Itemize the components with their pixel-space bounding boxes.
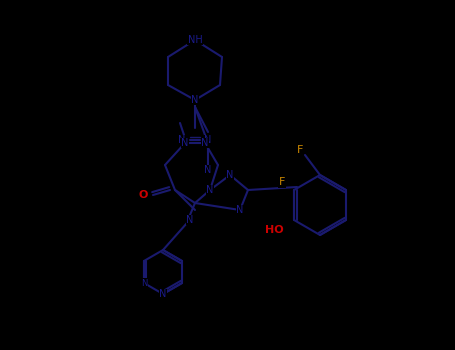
Text: N: N	[178, 135, 186, 145]
Text: N: N	[201, 138, 209, 148]
Text: N: N	[181, 138, 189, 148]
Text: N: N	[206, 185, 214, 195]
Text: F: F	[297, 145, 303, 155]
Text: N: N	[191, 95, 199, 105]
Text: N: N	[204, 135, 212, 145]
Text: N: N	[226, 170, 234, 180]
Text: NH: NH	[187, 35, 202, 45]
Text: HO: HO	[265, 225, 283, 235]
Text: O: O	[138, 190, 148, 200]
Text: N: N	[236, 205, 244, 215]
Text: N: N	[186, 215, 194, 225]
Text: N: N	[159, 289, 167, 299]
Text: N: N	[204, 165, 212, 175]
Text: N: N	[141, 279, 147, 287]
Text: F: F	[279, 177, 285, 187]
